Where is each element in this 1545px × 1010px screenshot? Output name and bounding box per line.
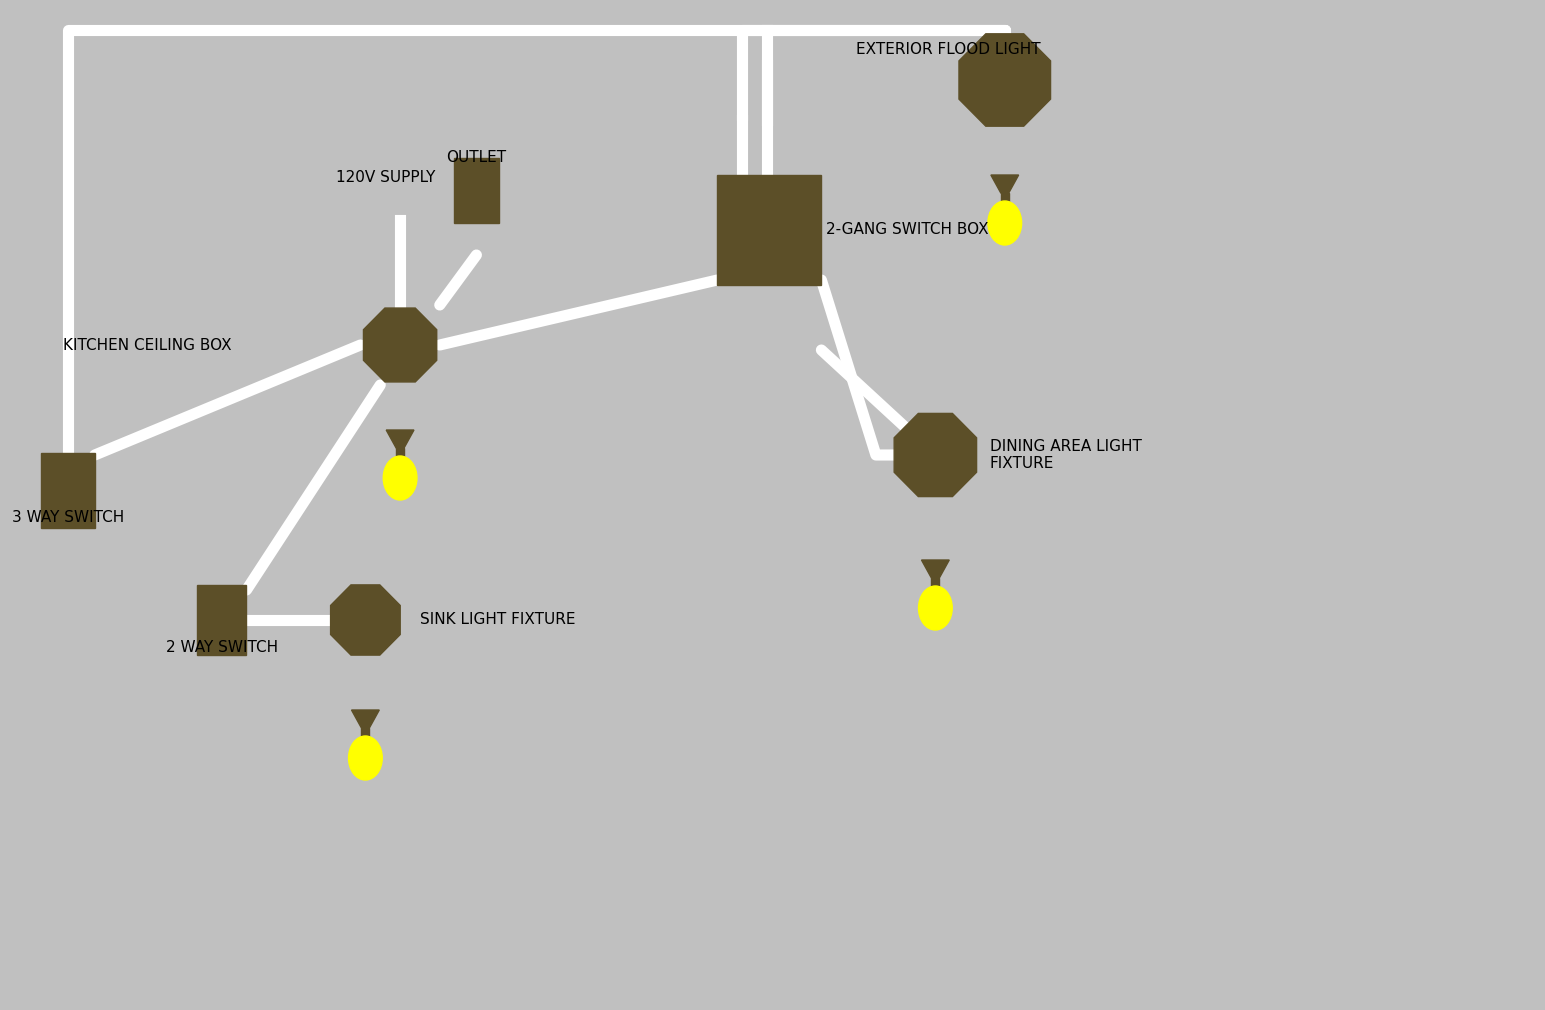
FancyBboxPatch shape bbox=[40, 452, 96, 527]
Polygon shape bbox=[396, 448, 405, 458]
Polygon shape bbox=[352, 710, 379, 728]
Polygon shape bbox=[386, 430, 414, 448]
Text: 2-GANG SWITCH BOX: 2-GANG SWITCH BOX bbox=[827, 222, 989, 237]
Polygon shape bbox=[1001, 193, 1009, 203]
Ellipse shape bbox=[349, 736, 382, 780]
Polygon shape bbox=[363, 308, 437, 382]
Text: 2 WAY SWITCH: 2 WAY SWITCH bbox=[165, 640, 278, 655]
Ellipse shape bbox=[987, 201, 1021, 245]
Polygon shape bbox=[362, 728, 369, 738]
FancyBboxPatch shape bbox=[196, 585, 247, 655]
Polygon shape bbox=[932, 578, 939, 588]
FancyBboxPatch shape bbox=[717, 175, 822, 285]
Text: 3 WAY SWITCH: 3 WAY SWITCH bbox=[12, 510, 124, 525]
Text: SINK LIGHT FIXTURE: SINK LIGHT FIXTURE bbox=[420, 612, 575, 627]
Ellipse shape bbox=[919, 586, 952, 630]
Ellipse shape bbox=[383, 456, 417, 500]
Text: 120V SUPPLY: 120V SUPPLY bbox=[335, 170, 434, 185]
Text: DINING AREA LIGHT
FIXTURE: DINING AREA LIGHT FIXTURE bbox=[990, 438, 1142, 472]
Polygon shape bbox=[959, 33, 1051, 126]
Polygon shape bbox=[990, 175, 1018, 193]
FancyBboxPatch shape bbox=[454, 158, 499, 222]
Text: KITCHEN CEILING BOX: KITCHEN CEILING BOX bbox=[63, 337, 232, 352]
Polygon shape bbox=[895, 413, 976, 497]
Text: OUTLET: OUTLET bbox=[447, 150, 507, 165]
Polygon shape bbox=[921, 560, 949, 578]
Text: EXTERIOR FLOOD LIGHT: EXTERIOR FLOOD LIGHT bbox=[856, 42, 1041, 58]
Polygon shape bbox=[331, 585, 400, 655]
